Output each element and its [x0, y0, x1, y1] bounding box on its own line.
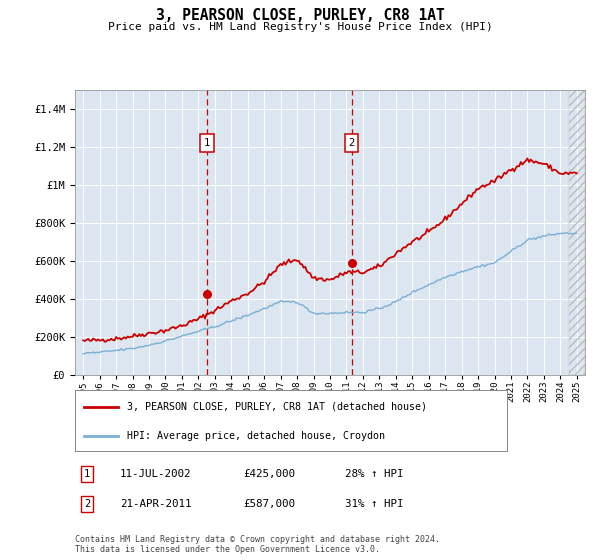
Text: 31% ↑ HPI: 31% ↑ HPI — [345, 499, 404, 509]
Text: Price paid vs. HM Land Registry's House Price Index (HPI): Price paid vs. HM Land Registry's House … — [107, 22, 493, 32]
Text: 21-APR-2011: 21-APR-2011 — [120, 499, 191, 509]
Text: 1: 1 — [84, 469, 90, 479]
Text: 11-JUL-2002: 11-JUL-2002 — [120, 469, 191, 479]
Text: 3, PEARSON CLOSE, PURLEY, CR8 1AT: 3, PEARSON CLOSE, PURLEY, CR8 1AT — [155, 8, 445, 24]
Text: 28% ↑ HPI: 28% ↑ HPI — [345, 469, 404, 479]
Text: 3, PEARSON CLOSE, PURLEY, CR8 1AT (detached house): 3, PEARSON CLOSE, PURLEY, CR8 1AT (detac… — [127, 402, 427, 412]
Text: 2: 2 — [84, 499, 90, 509]
Text: 2: 2 — [349, 138, 355, 148]
Text: HPI: Average price, detached house, Croydon: HPI: Average price, detached house, Croy… — [127, 431, 385, 441]
Text: £587,000: £587,000 — [243, 499, 295, 509]
Text: Contains HM Land Registry data © Crown copyright and database right 2024.
This d: Contains HM Land Registry data © Crown c… — [75, 535, 440, 554]
Text: 1: 1 — [204, 138, 210, 148]
Text: £425,000: £425,000 — [243, 469, 295, 479]
